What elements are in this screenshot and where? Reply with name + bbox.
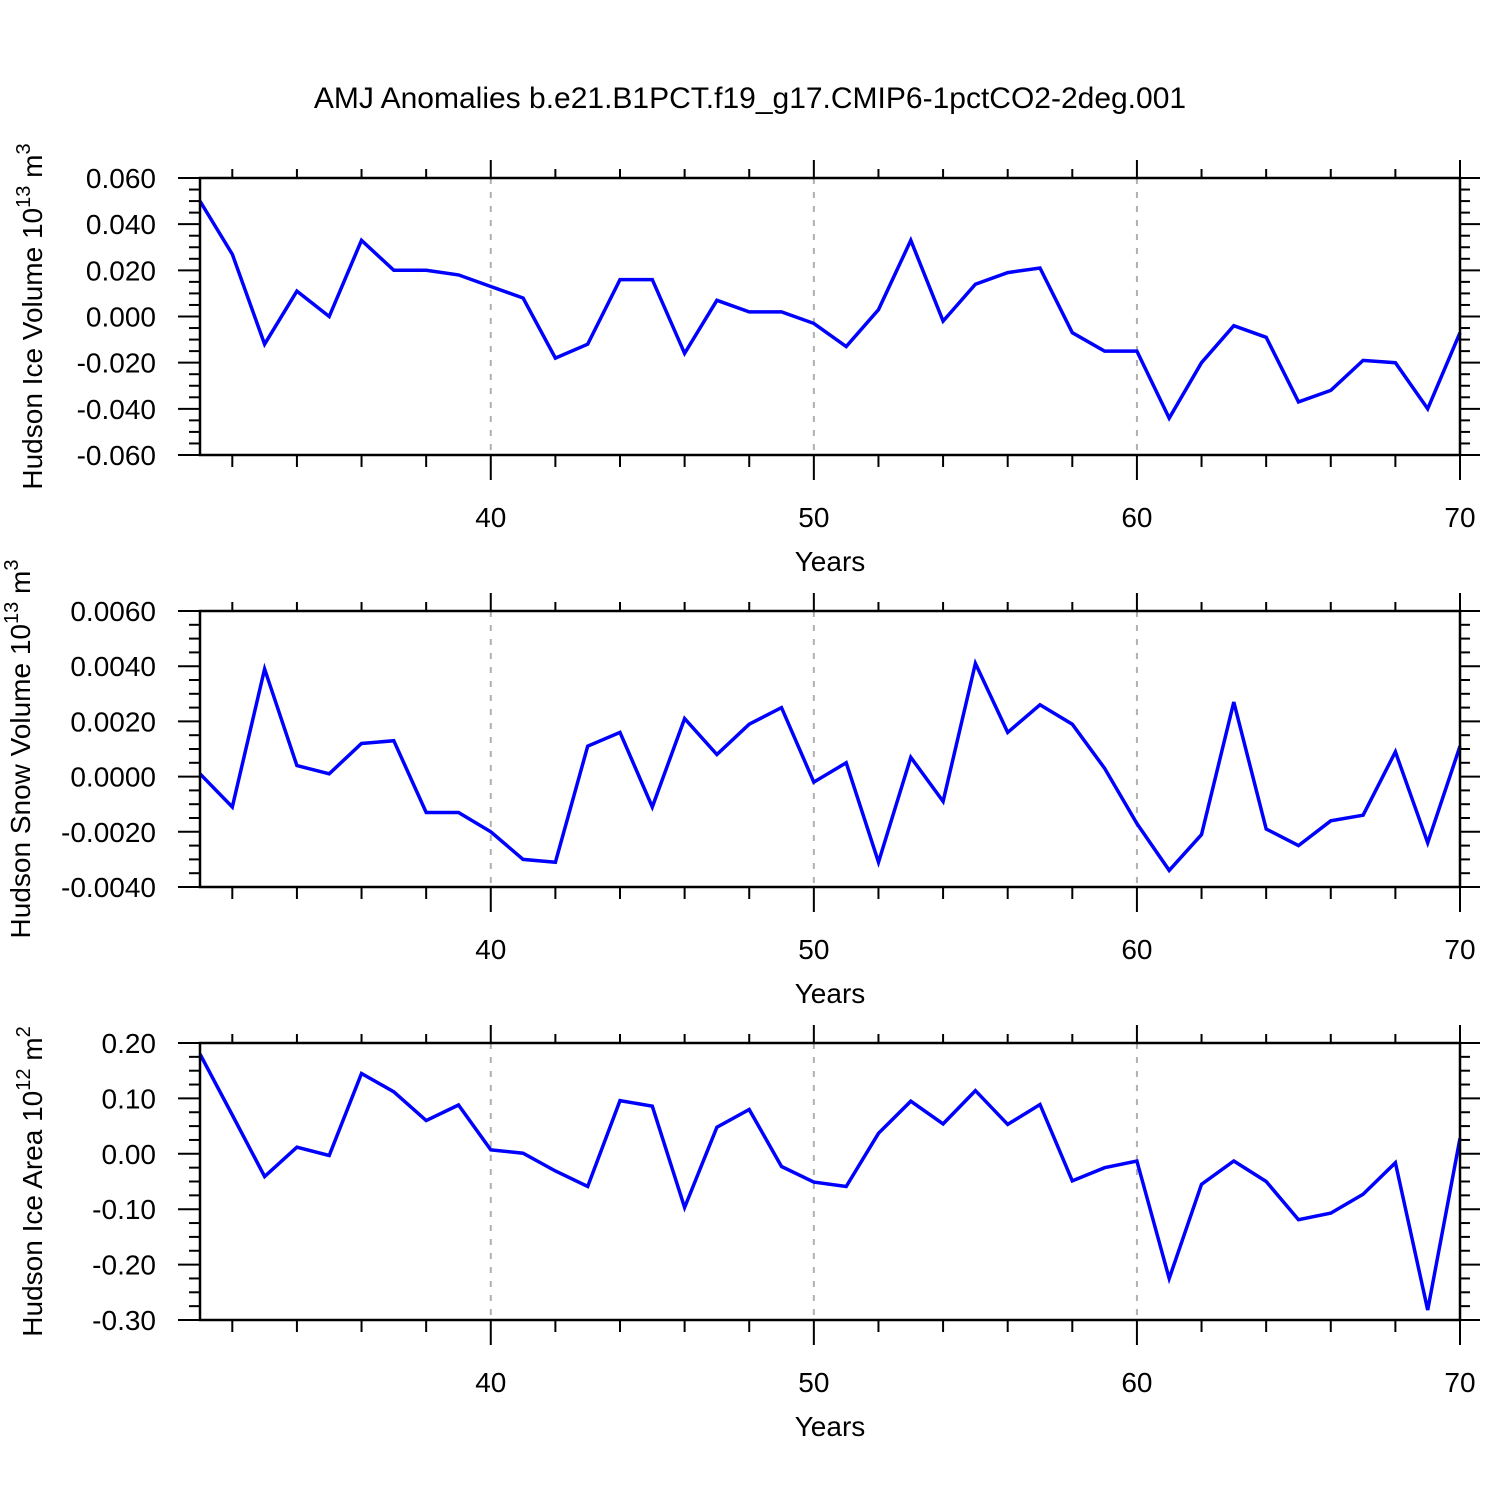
y-tick-label: -0.20 — [92, 1250, 156, 1281]
y-axis-label-text: Hudson Snow Volume 10 — [5, 624, 36, 938]
y-axis-label-superscript: 12 — [13, 1069, 35, 1091]
x-tick-label: 50 — [798, 502, 829, 533]
x-tick-label: 50 — [798, 1367, 829, 1398]
y-tick-label: 0.0040 — [70, 651, 156, 682]
y-axis-label-text: m — [5, 571, 36, 602]
x-tick-label: 70 — [1444, 1367, 1475, 1398]
data-line-hudson-ice-area — [198, 1053, 1462, 1311]
chart-hudson-ice-volume: -0.060 -0.040 -0.020 0.000 0.020 0.040 0.060 40… — [13, 143, 1480, 577]
x-axis-label: Years — [795, 546, 866, 577]
y-tick-label: 0.000 — [86, 302, 156, 333]
y-tick-label: -0.10 — [92, 1194, 156, 1225]
x-tick-label: 60 — [1121, 502, 1152, 533]
plot-frame — [198, 176, 1462, 457]
x-axis-label: Years — [795, 1411, 866, 1442]
y-axis-label-text: Hudson Ice Volume 10 — [17, 208, 48, 490]
figure-title: AMJ Anomalies b.e21.B1PCT.f19_g17.CMIP6-… — [313, 82, 1187, 115]
y-axis-label-text: m — [17, 1037, 48, 1068]
x-axis-label: Years — [795, 978, 866, 1009]
y-axis-label-superscript: 2 — [13, 1026, 35, 1037]
y-axis-label: Hudson Ice Area 1012 m2 — [13, 1026, 48, 1336]
x-tick-label: 40 — [475, 502, 506, 533]
y-tick-label: -0.060 — [77, 440, 156, 471]
y-tick-label: -0.0040 — [61, 872, 156, 903]
y-tick-label: 0.0060 — [70, 596, 156, 627]
plot-frame — [198, 609, 1462, 889]
y-tick-label: 0.0000 — [70, 762, 156, 793]
y-axis-label: Hudson Ice Volume 1013 m3 — [13, 143, 48, 489]
y-tick-label: 0.10 — [102, 1083, 157, 1114]
y-tick-label: 0.040 — [86, 209, 156, 240]
y-axis-label-superscript: 13 — [1, 602, 23, 624]
x-tick-label: 70 — [1444, 934, 1475, 965]
x-tick-label: 40 — [475, 934, 506, 965]
y-tick-label: -0.30 — [92, 1305, 156, 1336]
y-tick-label: 0.00 — [102, 1139, 157, 1170]
y-axis-label-superscript: 13 — [13, 186, 35, 208]
plot-frame — [198, 1041, 1462, 1322]
y-tick-label: 0.20 — [102, 1028, 157, 1059]
y-tick-label: 0.060 — [86, 163, 156, 194]
y-tick-label: -0.020 — [77, 348, 156, 379]
y-axis-label-superscript: 3 — [1, 560, 23, 571]
x-tick-label: 40 — [475, 1367, 506, 1398]
y-axis-label: Hudson Snow Volume 1013 m3 — [1, 560, 36, 939]
chart-hudson-ice-area: -0.30 -0.20 -0.10 0.00 0.10 0.20 40 50 60 70 Years… — [13, 1025, 1480, 1442]
x-tick-label: 50 — [798, 934, 829, 965]
chart-hudson-snow-volume: -0.0040 -0.0020 0.0000 0.0020 0.0040 0.0060 40… — [1, 560, 1480, 1009]
y-axis-label-text: m — [17, 155, 48, 186]
y-tick-label: 0.0020 — [70, 706, 156, 737]
y-axis-label-superscript: 3 — [13, 143, 35, 154]
x-tick-label: 60 — [1121, 934, 1152, 965]
data-line-hudson-ice-volume — [198, 200, 1462, 422]
x-tick-label: 70 — [1444, 502, 1475, 533]
y-tick-label: 0.020 — [86, 255, 156, 286]
y-axis-label-text: Hudson Ice Area 10 — [17, 1091, 48, 1337]
y-tick-label: -0.0020 — [61, 817, 156, 848]
y-tick-label: -0.040 — [77, 394, 156, 425]
data-line-hudson-snow-volume — [198, 658, 1462, 874]
x-tick-label: 60 — [1121, 1367, 1152, 1398]
